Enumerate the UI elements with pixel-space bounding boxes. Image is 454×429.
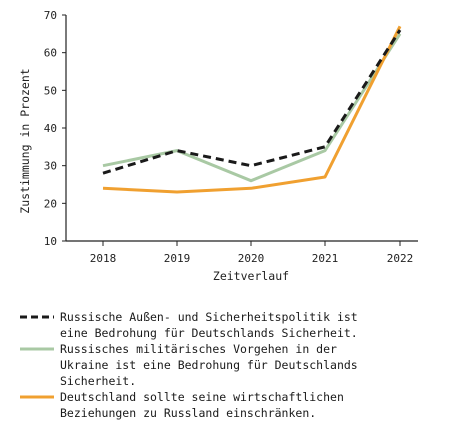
series-line-2 [102,25,402,194]
line-chart: 10 20 30 40 50 60 70 2018 2019 2020 2021 2022 Zusti… [18,9,418,283]
chart-axes: 10 20 30 40 50 60 70 2018 2019 2020 2021 2022 [44,9,418,265]
legend-swatch-dashed [20,309,54,325]
legend-item-2: Deutschland sollte seine wirtschaftliche… [20,389,440,421]
series-line-1 [102,32,402,183]
y-tick-label: 70 [44,9,57,22]
legend: Russische Außen- und Sicherheitspolitik … [20,309,440,421]
y-axis-label: Zustimmung in Prozent [18,68,32,213]
legend-label: Deutschland sollte seine wirtschaftliche… [60,390,344,420]
x-tick-label: 2022 [387,252,414,265]
y-tick-label: 10 [44,235,57,248]
y-tick-label: 30 [44,160,57,173]
y-tick-label: 20 [44,197,57,210]
legend-swatch-orange [20,389,54,405]
legend-swatch-green [20,341,54,357]
x-axis-label: Zeitverlauf [213,269,289,283]
x-tick-label: 2021 [312,252,339,265]
y-tick-label: 60 [44,47,57,60]
x-tick-label: 2019 [164,252,191,265]
legend-item-0: Russische Außen- und Sicherheitspolitik … [20,309,440,341]
legend-item-1: Russisches militärisches Vorgehen in der… [20,341,440,389]
series-line-0 [102,29,402,175]
legend-label: Russisches militärisches Vorgehen in der… [60,342,358,388]
x-tick-label: 2020 [238,252,265,265]
y-tick-label: 50 [44,84,57,97]
chart-series [102,25,402,194]
legend-label: Russische Außen- und Sicherheitspolitik … [60,310,358,340]
y-tick-label: 40 [44,122,57,135]
x-tick-label: 2018 [90,252,117,265]
